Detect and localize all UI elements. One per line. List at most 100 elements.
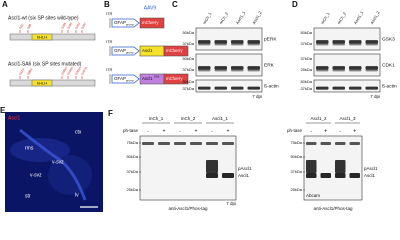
serotype: AAV9 bbox=[144, 5, 157, 11]
band bbox=[231, 86, 244, 90]
gene-label: mCherry bbox=[142, 20, 159, 25]
promoter-sub: promo bbox=[126, 79, 134, 83]
band-label: pAscl1 bbox=[364, 166, 378, 171]
itr-label: ITR bbox=[106, 67, 113, 72]
tissue-region bbox=[48, 155, 92, 195]
antibody-label: anti-Ascl1/Phos-tag bbox=[168, 206, 208, 211]
treatment: - bbox=[339, 128, 341, 134]
marker-label: 50kDa bbox=[182, 79, 194, 84]
band bbox=[316, 66, 329, 70]
gene-box bbox=[139, 17, 165, 29]
itr-label: ITR bbox=[106, 11, 113, 16]
marker-label: 37kDa bbox=[182, 86, 194, 91]
blot bbox=[139, 135, 237, 201]
site-label: S202A bbox=[74, 66, 82, 76]
promoter-sub: promo bbox=[126, 51, 134, 55]
band bbox=[349, 66, 362, 70]
promoter-sub: promo bbox=[126, 23, 134, 27]
target-label: ß-actin bbox=[382, 83, 397, 89]
band-label: Ascl1 bbox=[364, 173, 376, 178]
band bbox=[316, 69, 329, 72]
treatment-label: ph-tase bbox=[123, 128, 139, 133]
lane-label: mCh_2 bbox=[336, 11, 347, 25]
lane-label: mCh_1 bbox=[202, 11, 213, 25]
band bbox=[365, 86, 378, 90]
bhlh-domain bbox=[31, 79, 53, 87]
band bbox=[142, 142, 154, 145]
blot bbox=[313, 79, 381, 93]
marker-label: 50kDa bbox=[300, 30, 312, 35]
marker-label: 75kDa bbox=[126, 140, 138, 145]
promoter bbox=[111, 18, 140, 28]
band bbox=[365, 66, 378, 70]
region-label: str bbox=[25, 193, 31, 199]
construct-title: Ascl1-SA6 (six SP sites mutated) bbox=[8, 61, 82, 67]
band bbox=[332, 66, 345, 70]
band bbox=[316, 43, 329, 46]
treatment: - bbox=[310, 128, 312, 134]
band bbox=[332, 40, 345, 44]
band bbox=[247, 86, 260, 90]
panel-letter: C bbox=[172, 0, 178, 9]
band bbox=[231, 40, 244, 44]
blot bbox=[195, 53, 263, 77]
treatment: - bbox=[179, 128, 181, 134]
treatment: + bbox=[324, 128, 327, 134]
band-label: Ascl1 bbox=[238, 173, 250, 178]
band bbox=[306, 173, 317, 178]
antibody-label: anti-Ascl1/Phos-tag bbox=[313, 206, 353, 211]
protein-backbone bbox=[9, 33, 96, 41]
site-label: S62A bbox=[18, 68, 25, 76]
band bbox=[198, 86, 211, 90]
band bbox=[231, 66, 244, 70]
treatment: + bbox=[227, 128, 230, 134]
band bbox=[222, 142, 234, 145]
marker-label: 25kDa bbox=[290, 187, 302, 192]
target-label: ERK bbox=[264, 62, 275, 68]
band bbox=[214, 40, 227, 44]
timepoint: 7 dpi bbox=[370, 94, 380, 99]
promoter bbox=[111, 46, 140, 56]
blot bbox=[313, 53, 381, 77]
target-label: ß-actin bbox=[264, 83, 279, 89]
band bbox=[231, 43, 244, 46]
treatment: - bbox=[211, 128, 213, 134]
band bbox=[306, 160, 317, 173]
marker-label: 25kDa bbox=[300, 67, 312, 72]
promoter-label: GFAP bbox=[114, 20, 126, 25]
band bbox=[190, 142, 202, 145]
band bbox=[349, 86, 362, 90]
band bbox=[316, 40, 329, 44]
gene-label: mCherry bbox=[166, 48, 183, 53]
site-label: S88 bbox=[26, 23, 32, 30]
region-label: ctx bbox=[75, 129, 82, 135]
panel-letter: D bbox=[292, 0, 298, 9]
panel-letter: B bbox=[104, 0, 110, 9]
marker-label: 37kDa bbox=[300, 86, 312, 91]
target-label: pERK bbox=[264, 36, 277, 42]
panel-letter: E bbox=[0, 106, 6, 115]
region-label: lv bbox=[75, 192, 79, 198]
domain-label: bHLH bbox=[37, 34, 47, 39]
site-label: S202 bbox=[74, 22, 81, 30]
band bbox=[247, 40, 260, 44]
marker-label: 37kDa bbox=[290, 169, 302, 174]
band bbox=[247, 69, 260, 72]
band bbox=[332, 86, 345, 90]
band bbox=[335, 160, 346, 173]
stain-label: Ascl1 bbox=[8, 115, 20, 121]
treatment-label: ph-tase bbox=[287, 128, 303, 133]
band bbox=[365, 69, 378, 72]
marker-label: 50kDa bbox=[290, 154, 302, 159]
blot bbox=[195, 79, 263, 93]
marker-label: 50kDa bbox=[300, 79, 312, 84]
timepoint: 7 dpi bbox=[252, 94, 262, 99]
band bbox=[316, 86, 329, 90]
gene-box bbox=[163, 45, 189, 57]
source-label: Abcam bbox=[306, 193, 320, 198]
treatment: + bbox=[195, 128, 198, 134]
band bbox=[198, 40, 211, 44]
band bbox=[158, 142, 170, 145]
svz-band bbox=[19, 128, 87, 201]
